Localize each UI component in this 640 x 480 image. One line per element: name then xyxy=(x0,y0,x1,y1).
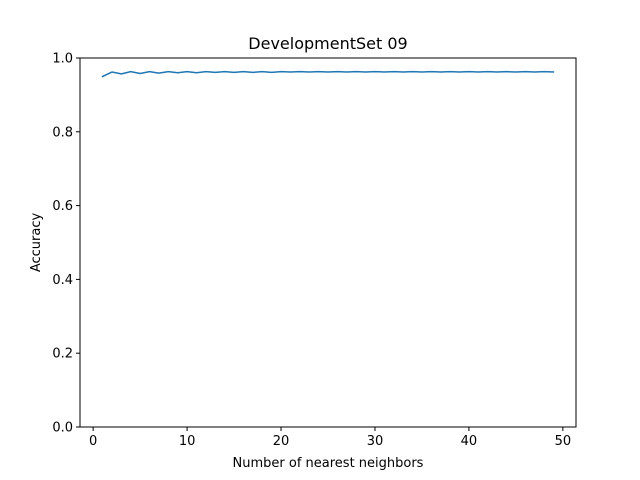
x-axis: 0 10 20 30 40 50 xyxy=(89,427,571,449)
y-axis-label: Accuracy xyxy=(29,213,44,273)
x-tick-label: 20 xyxy=(273,434,290,449)
series-line xyxy=(101,70,555,78)
x-tick-label: 30 xyxy=(367,434,384,449)
axes-frame xyxy=(79,57,577,428)
x-tick-label: 40 xyxy=(461,434,478,449)
y-tick-label: 0.6 xyxy=(52,199,73,214)
y-axis: 0.0 0.2 0.4 0.6 0.8 1.0 xyxy=(52,52,80,436)
x-tick-label: 50 xyxy=(555,434,572,449)
x-tick-label: 0 xyxy=(89,434,97,449)
y-tick-label: 0.2 xyxy=(52,347,73,362)
y-tick-label: 1.0 xyxy=(52,52,73,67)
x-axis-label: Number of nearest neighbors xyxy=(233,456,424,471)
chart-title: DevelopmentSet 09 xyxy=(248,34,407,53)
y-tick-label: 0.4 xyxy=(52,273,73,288)
y-tick-label: 0.8 xyxy=(52,125,73,140)
x-tick-label: 10 xyxy=(179,434,196,449)
y-tick-label: 0.0 xyxy=(52,421,73,436)
plot-area xyxy=(101,70,555,78)
